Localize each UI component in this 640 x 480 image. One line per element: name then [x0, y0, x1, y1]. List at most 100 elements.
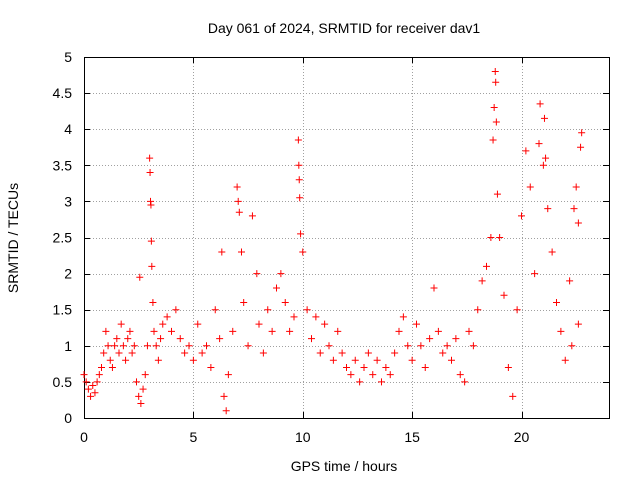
data-point — [235, 208, 243, 216]
x-tick-label: 15 — [404, 429, 420, 445]
data-point — [434, 327, 442, 335]
data-point — [522, 147, 530, 155]
data-point — [430, 284, 438, 292]
y-tick-label: 0 — [64, 410, 72, 426]
data-point — [80, 371, 88, 379]
data-point — [87, 392, 95, 400]
data-point — [574, 219, 582, 227]
data-point — [578, 129, 586, 137]
data-point — [108, 363, 116, 371]
data-point — [413, 320, 420, 328]
data-point — [347, 371, 355, 379]
data-point — [137, 400, 145, 408]
data-point — [89, 382, 97, 390]
data-point — [100, 349, 108, 357]
data-point — [360, 363, 368, 371]
data-point — [98, 363, 105, 371]
data-point — [126, 327, 134, 335]
data-point — [211, 306, 219, 314]
data-point — [111, 342, 119, 350]
data-point — [233, 183, 241, 191]
data-point — [493, 190, 501, 198]
data-point — [119, 342, 127, 350]
data-point — [244, 342, 252, 350]
data-point — [303, 306, 311, 314]
data-point — [159, 320, 167, 328]
data-point — [570, 205, 578, 213]
data-point — [443, 342, 451, 350]
data-point — [139, 385, 147, 393]
data-point — [163, 313, 171, 321]
data-point — [203, 342, 210, 350]
data-point — [229, 327, 237, 335]
data-point — [391, 349, 399, 357]
data-point — [417, 342, 425, 350]
data-point — [136, 273, 144, 281]
data-point — [168, 327, 175, 335]
data-point — [295, 161, 303, 169]
y-tick-label: 3 — [64, 193, 72, 209]
data-point — [124, 335, 132, 343]
data-point — [566, 277, 574, 285]
data-point — [426, 335, 434, 343]
data-point — [544, 205, 552, 213]
data-point — [130, 342, 138, 350]
x-tick-label: 20 — [514, 429, 530, 445]
data-point — [141, 371, 149, 379]
data-point — [135, 392, 143, 400]
data-point — [122, 356, 130, 364]
data-point — [264, 306, 272, 314]
data-point — [329, 356, 337, 364]
data-point — [483, 262, 490, 270]
data-point — [439, 349, 447, 357]
data-point — [568, 342, 576, 350]
data-point — [461, 378, 469, 386]
data-point — [539, 161, 547, 169]
data-point — [452, 335, 460, 343]
data-point — [234, 197, 242, 205]
data-point — [207, 363, 215, 371]
data-point — [478, 277, 486, 285]
data-point — [82, 378, 90, 386]
data-point — [356, 378, 364, 386]
data-point — [535, 140, 543, 148]
data-point — [104, 342, 112, 350]
axis-ticks: 0 5 10 15 20 0 0.5 1 1.5 2 2.5 3 3.5 4 4.5 5 — [53, 49, 609, 445]
data-point — [518, 212, 525, 220]
data-point — [286, 327, 294, 335]
data-point — [526, 183, 534, 191]
data-point — [399, 313, 407, 321]
data-point — [364, 349, 372, 357]
data-point — [492, 78, 500, 86]
data-point — [189, 356, 197, 364]
data-point — [312, 313, 320, 321]
data-point — [299, 248, 307, 256]
data-point — [509, 392, 517, 400]
data-point — [240, 298, 248, 306]
data-point — [91, 389, 99, 397]
data-point — [150, 327, 158, 335]
data-point — [500, 291, 508, 299]
y-tick-label: 2.5 — [53, 230, 73, 246]
data-point — [490, 104, 498, 112]
data-point — [408, 356, 416, 364]
data-point — [220, 392, 228, 400]
data-point — [386, 371, 394, 379]
data-point — [456, 371, 464, 379]
chart-title: Day 061 of 2024, SRMTID for receiver dav… — [208, 20, 481, 36]
data-point — [295, 176, 303, 184]
data-point — [343, 363, 350, 371]
data-point — [248, 212, 256, 220]
x-tick-label: 10 — [295, 429, 311, 445]
data-point — [489, 136, 497, 144]
data-point — [334, 327, 342, 335]
data-point — [222, 407, 230, 415]
data-point — [253, 270, 261, 278]
data-point — [369, 371, 377, 379]
data-point — [147, 201, 155, 209]
x-tick-label: 0 — [80, 429, 88, 445]
data-point — [143, 342, 151, 350]
data-point — [308, 335, 315, 343]
